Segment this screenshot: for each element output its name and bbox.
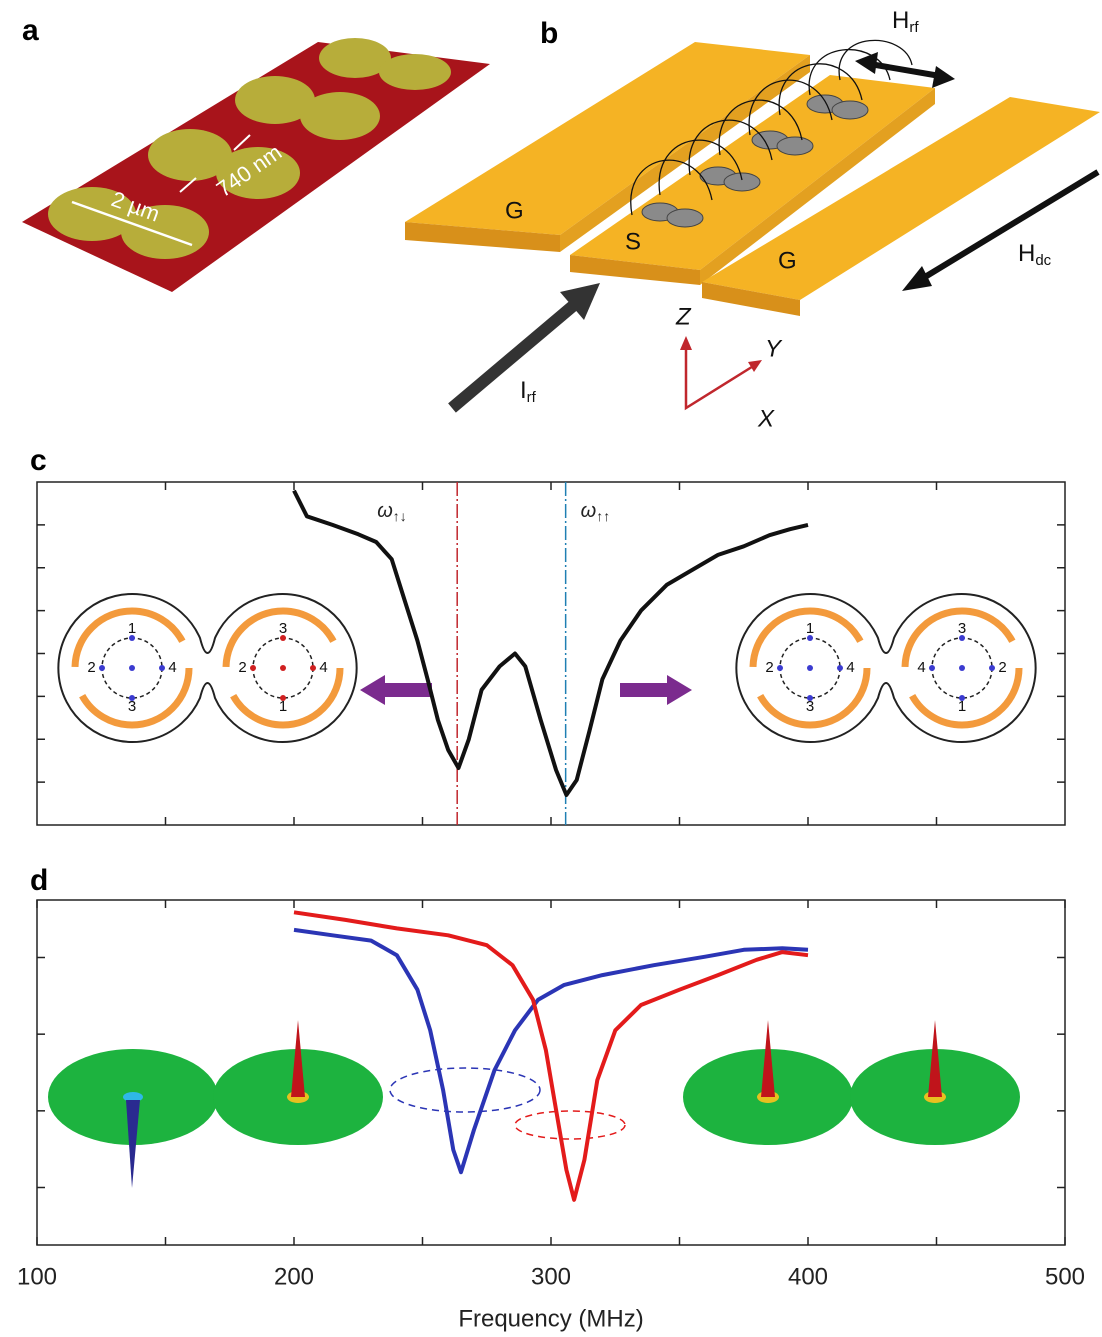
core-dot [807, 665, 813, 671]
mode-arrow [620, 675, 692, 705]
position-number: 3 [128, 698, 136, 715]
position-dot [777, 665, 783, 671]
position-number: 3 [806, 698, 814, 715]
x-tick-label: 500 [1045, 1263, 1085, 1290]
position-number: 4 [319, 659, 327, 676]
panel-label: b [540, 17, 558, 50]
core-dot [280, 665, 286, 671]
position-dot [837, 665, 843, 671]
panel-label: a [22, 14, 39, 47]
hdc-label: Hdc [1018, 240, 1052, 269]
mode-arrow [360, 675, 432, 705]
hrf-arrow [870, 64, 940, 76]
position-dot [989, 665, 995, 671]
position-number: 4 [917, 659, 925, 676]
label-main: H [1018, 240, 1035, 267]
vortex-inset: 1 2 4 3 3 4 2 1 [736, 594, 1035, 742]
position-number: 2 [998, 659, 1006, 676]
label-main: ω [377, 500, 393, 522]
vortex-inset: 1 2 4 3 3 2 4 1 [58, 594, 356, 742]
position-number: 1 [128, 620, 136, 637]
label-sub: ↑↑ [596, 508, 610, 524]
figure: a b c d 2 µm 740 nm [0, 0, 1102, 1337]
label-main: ω [581, 500, 597, 522]
irf-label: Irf [520, 377, 537, 406]
x-tick-label: 200 [274, 1263, 314, 1290]
x-axis-label: Frequency (MHz) [458, 1305, 643, 1332]
label-sub: rf [909, 19, 919, 36]
panel-b: G S G Hrf Hdc Irf Z Y X [405, 7, 1100, 432]
line-label: G [778, 247, 797, 274]
position-number: 2 [765, 659, 773, 676]
marker-label: ω↑↓ [377, 500, 407, 523]
data-line [294, 491, 808, 795]
position-number: 1 [279, 698, 287, 715]
position-dot [99, 665, 105, 671]
position-number: 4 [168, 659, 176, 676]
line-label: G [505, 197, 524, 224]
position-dot [929, 665, 935, 671]
x-tick-label: 100 [17, 1263, 57, 1290]
label-sub: rf [527, 389, 537, 406]
label-sub: dc [1035, 252, 1051, 269]
position-number: 2 [87, 659, 95, 676]
panel-a: 2 µm 740 nm [22, 38, 490, 292]
spin-insets [48, 1020, 1020, 1188]
position-number: 3 [279, 620, 287, 637]
panel-label: d [30, 864, 48, 897]
axis-name: Y [765, 335, 783, 362]
label-main: I [520, 377, 527, 404]
axis-name: X [757, 405, 775, 432]
position-number: 1 [958, 698, 966, 715]
x-tick-label: 300 [531, 1263, 571, 1290]
core-dot [129, 665, 135, 671]
position-number: 2 [238, 659, 246, 676]
position-number: 4 [846, 659, 854, 676]
marker-label: ω↑↑ [581, 500, 611, 523]
axis-name: Z [675, 303, 692, 330]
position-dot [310, 665, 316, 671]
label-sub: ↑↓ [393, 508, 407, 524]
label-main: H [892, 7, 909, 34]
position-dot [250, 665, 256, 671]
panel-label: c [30, 444, 47, 477]
coordinate-axes [686, 345, 755, 408]
hrf-label: Hrf [892, 7, 919, 36]
position-number: 3 [958, 620, 966, 637]
core-dot [959, 665, 965, 671]
irf-arrow [452, 300, 580, 408]
position-dot [159, 665, 165, 671]
line-label: S [625, 228, 641, 255]
position-number: 1 [806, 620, 814, 637]
x-tick-label: 400 [788, 1263, 828, 1290]
